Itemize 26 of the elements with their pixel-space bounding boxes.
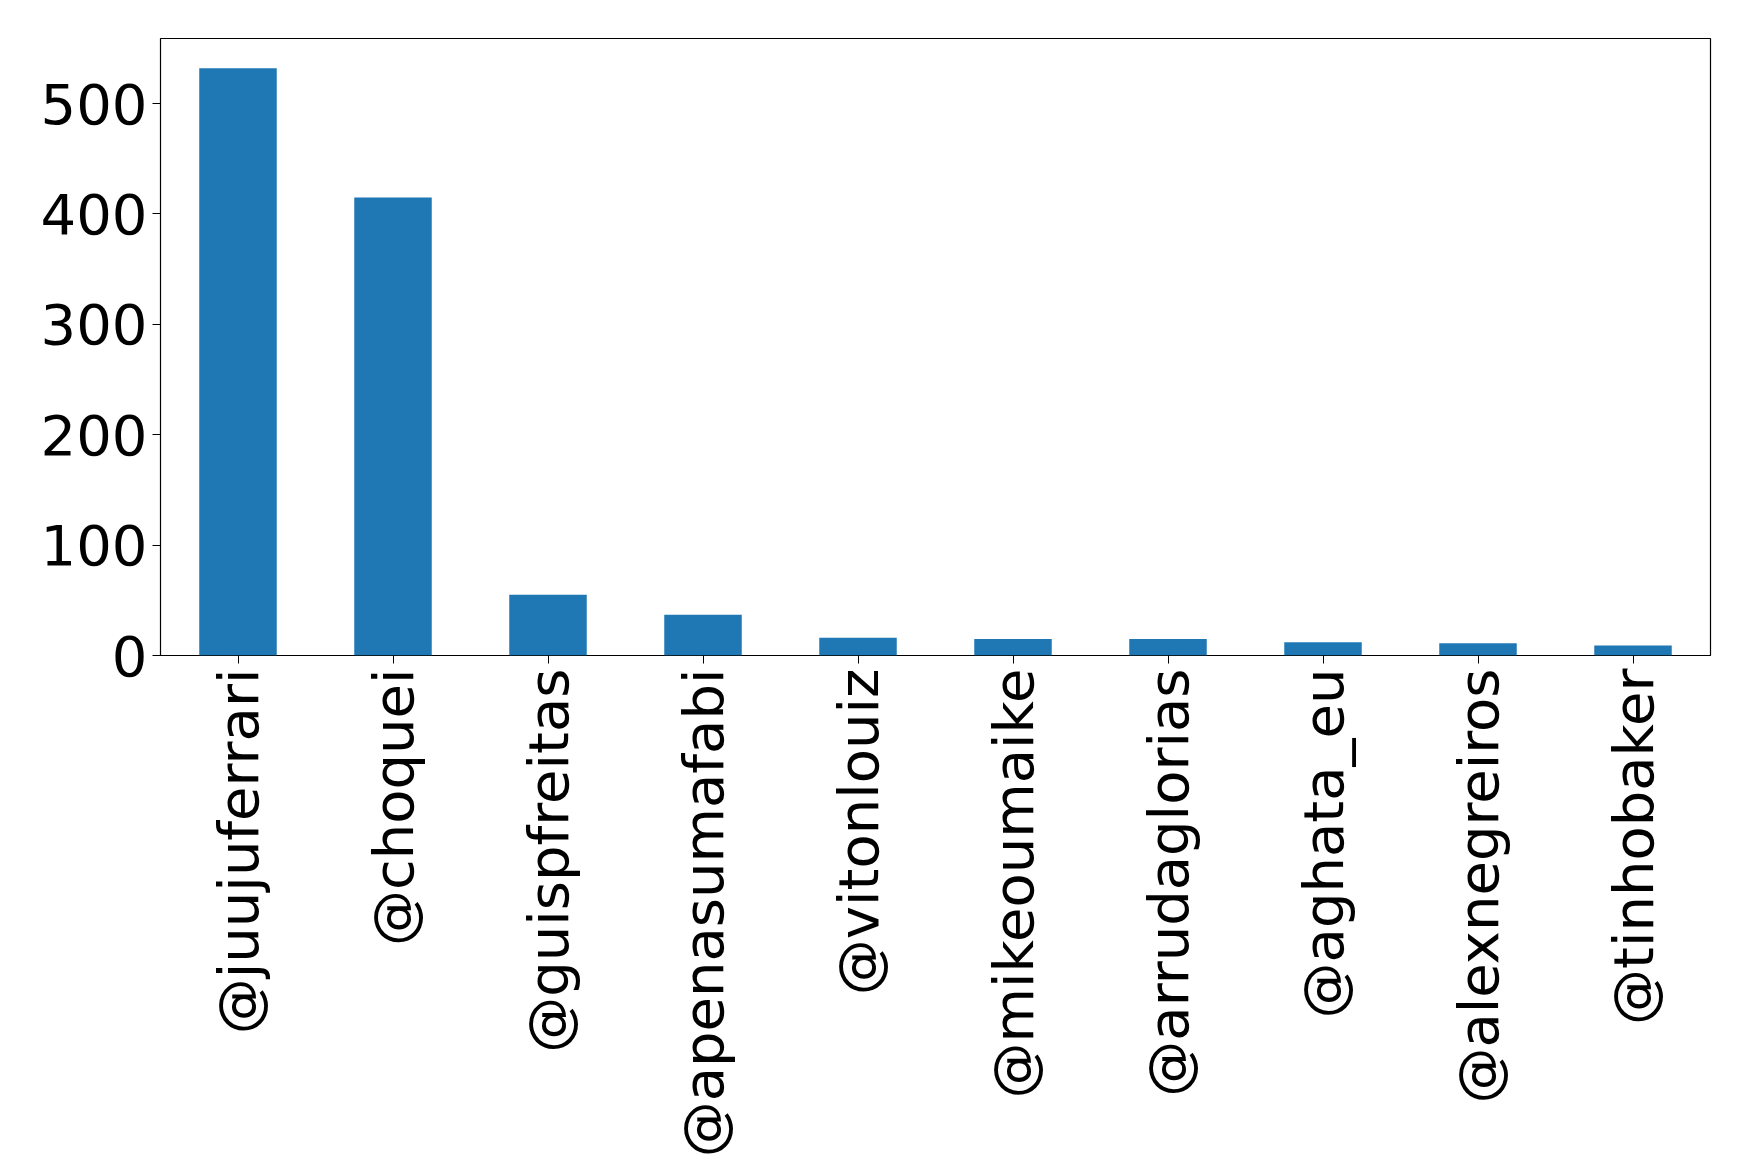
x-tick-label: @tinhobaker (1600, 667, 1666, 1026)
x-tick-label: @guispfreitas (515, 668, 581, 1053)
y-tick-label: 400 (40, 182, 148, 247)
y-tick-label: 100 (40, 513, 148, 579)
x-tick-label: @choquei (360, 668, 426, 947)
x-tick-label: @mikeoumaike (980, 668, 1046, 1099)
x-tick-label: @aghata_eu (1290, 668, 1356, 1019)
bar (1439, 643, 1517, 656)
y-tick-label: 0 (111, 623, 148, 689)
y-tick-label: 200 (40, 402, 148, 468)
bar (509, 594, 587, 656)
bar (1594, 645, 1672, 656)
x-tick-label: @alexnegreiros (1445, 668, 1511, 1104)
bar (974, 638, 1052, 656)
x-tick-label: @arrudaglorias (1135, 668, 1201, 1097)
bar (819, 637, 897, 656)
bar (199, 68, 277, 656)
bar (354, 197, 432, 656)
bar (664, 614, 742, 656)
x-tick-label: @juujuferrari (205, 668, 271, 1035)
bar (1284, 642, 1362, 656)
bar (1129, 638, 1207, 656)
y-tick-label: 300 (40, 292, 148, 358)
x-tick-label: @apenasumafabi (670, 668, 736, 1158)
x-tick-label: @vitonlouiz (825, 668, 891, 996)
y-tick-label: 500 (40, 71, 148, 137)
